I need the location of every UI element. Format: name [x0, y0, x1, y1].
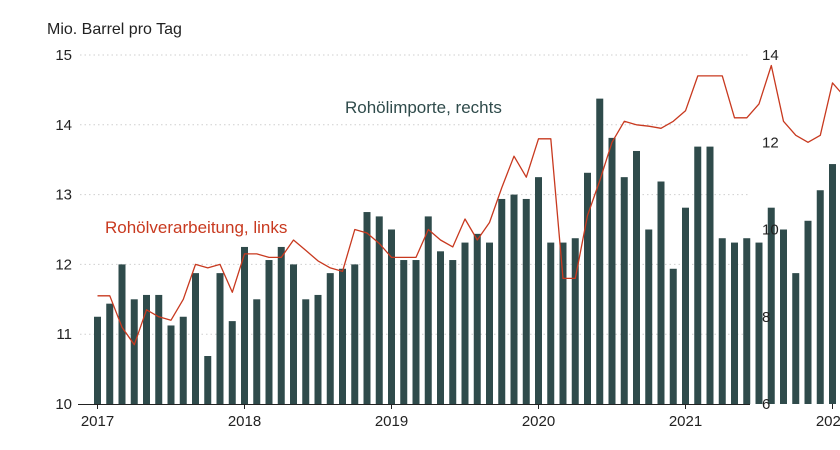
- bar: [596, 98, 604, 404]
- bar: [510, 194, 518, 404]
- right-tick-label: 14: [762, 47, 779, 64]
- bar: [241, 246, 248, 404]
- bar: [94, 316, 101, 404]
- bar: [388, 229, 395, 404]
- bar: [633, 150, 640, 404]
- x-tick-label: 2017: [81, 413, 114, 430]
- x-tick-label: 2018: [228, 413, 261, 430]
- left-tick-label: 15: [55, 47, 72, 64]
- bar: [204, 356, 212, 404]
- left-axis-ticks: 10 11 12 13 14 15: [55, 47, 72, 413]
- bar: [473, 233, 481, 404]
- bar: [522, 198, 530, 404]
- bar: [375, 216, 383, 404]
- bar: [400, 260, 408, 404]
- right-tick-label: 6: [762, 396, 770, 413]
- bar: [682, 207, 689, 404]
- bar: [559, 242, 567, 404]
- bar: [755, 242, 763, 404]
- bar: [498, 198, 506, 404]
- bar: [645, 229, 653, 404]
- bar: [106, 303, 114, 404]
- bar: [424, 216, 432, 404]
- bar: [363, 212, 371, 404]
- bar: [179, 316, 187, 404]
- bar: [290, 264, 297, 404]
- refining-line: [97, 64, 840, 346]
- bar: [118, 264, 126, 404]
- bar: [437, 251, 444, 404]
- bar: [228, 321, 236, 404]
- bar: [155, 294, 163, 404]
- x-tick-label: 2022: [816, 413, 840, 430]
- bar: [780, 229, 787, 404]
- bar: [694, 146, 702, 405]
- bar: [461, 242, 469, 404]
- bar: [804, 220, 812, 404]
- bar: [608, 137, 616, 404]
- bar: [584, 172, 591, 404]
- bar: [829, 164, 836, 404]
- series-line: [97, 64, 840, 346]
- bar: [743, 238, 751, 404]
- bar: [657, 181, 665, 404]
- bar: [339, 268, 346, 404]
- left-tick-label: 14: [55, 117, 72, 134]
- bar: [486, 242, 493, 404]
- left-tick-label: 12: [55, 256, 72, 273]
- left-axis-unit: Mio. Barrel pro Tag: [47, 21, 182, 38]
- bar: [130, 299, 138, 404]
- bar: [535, 177, 542, 404]
- left-tick-label: 10: [55, 396, 72, 413]
- bar: [731, 242, 738, 404]
- bar: [143, 294, 150, 404]
- left-tick-label: 13: [55, 187, 72, 204]
- bar: [253, 299, 261, 404]
- x-axis-ticks: 2017 2018 2019 2020 2021 2022: [81, 404, 840, 430]
- x-tick-label: 2019: [375, 413, 408, 430]
- bar: [314, 294, 322, 404]
- right-axis-ticks: 6 8 10 12 14: [762, 47, 779, 413]
- right-tick-label: 12: [762, 134, 779, 151]
- bar: [302, 299, 310, 404]
- left-tick-label: 11: [56, 326, 72, 343]
- annotation-refining: Rohölverarbeitung, links: [105, 218, 287, 237]
- bar: [706, 146, 714, 405]
- bar: [816, 190, 824, 404]
- bar: [449, 260, 457, 404]
- bar: [192, 273, 199, 404]
- bar: [620, 177, 628, 404]
- bar: [792, 273, 800, 404]
- bar: [412, 260, 420, 404]
- bar: [216, 273, 224, 404]
- x-tick-label: 2021: [669, 413, 702, 430]
- annotation-imports: Rohölimporte, rechts: [345, 98, 502, 117]
- bar: [547, 242, 555, 404]
- import-bars: [94, 98, 836, 405]
- bar: [351, 264, 359, 404]
- bar: [718, 238, 726, 404]
- bar: [265, 260, 273, 404]
- bar: [326, 273, 334, 404]
- x-tick-label: 2020: [522, 413, 555, 430]
- bar: [669, 268, 677, 404]
- right-tick-label: 8: [762, 309, 770, 326]
- bar: [167, 325, 175, 404]
- bar: [571, 238, 579, 404]
- right-tick-label: 10: [762, 222, 779, 239]
- bar: [277, 246, 285, 404]
- bar: [767, 207, 775, 404]
